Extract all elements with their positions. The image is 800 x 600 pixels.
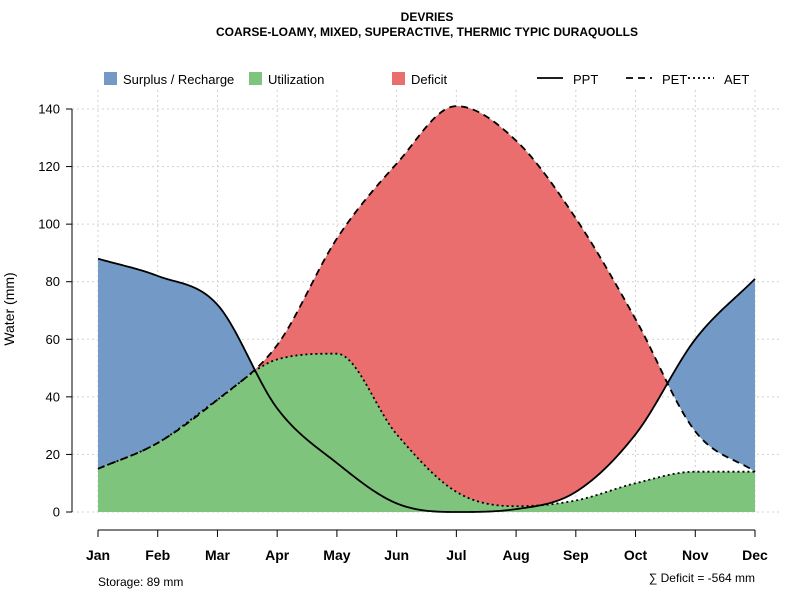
y-tick-label: 140	[38, 102, 60, 117]
x-tick-label: Oct	[624, 547, 648, 563]
legend-swatch	[392, 72, 405, 85]
legend-label: Deficit	[411, 72, 448, 87]
legend: Surplus / Recharge Utilization Deficit PPT P…	[104, 72, 749, 87]
y-tick-label: 120	[38, 159, 60, 174]
storage-note: Storage: 89 mm	[98, 575, 183, 589]
x-tick-label: Jun	[384, 547, 409, 563]
deficit-note: ∑ Deficit = -564 mm	[649, 571, 755, 585]
deficit-area	[98, 106, 755, 513]
y-tick-label: 40	[46, 389, 60, 404]
legend-swatch	[104, 72, 117, 85]
chart-subtitle: COARSE-LOAMY, MIXED, SUPERACTIVE, THERMI…	[216, 25, 638, 39]
x-tick-label: Jul	[446, 547, 466, 563]
x-tick-label: Dec	[742, 547, 768, 563]
surplus-area	[98, 258, 755, 512]
legend-label: PPT	[573, 72, 598, 87]
x-tick-label: Apr	[265, 547, 290, 563]
chart-title: DEVRIES	[401, 10, 454, 24]
utilization-area	[98, 353, 755, 512]
axes: 0 20 40 60 80 100 120 140 Jan Feb Mar Apr May Jun Jul A…	[38, 102, 768, 564]
series-lines	[97, 105, 756, 513]
x-tick-label: Jan	[86, 547, 110, 563]
y-tick-label: 20	[46, 447, 60, 462]
area-fills	[98, 106, 755, 513]
y-tick-label: 80	[46, 274, 60, 289]
x-tick-label: Feb	[145, 547, 170, 563]
legend-label: PET	[662, 72, 687, 87]
x-tick-label: May	[323, 547, 350, 563]
y-tick-label: 100	[38, 217, 60, 232]
y-tick-label: 60	[46, 332, 60, 347]
series-line-aet	[97, 352, 755, 508]
legend-swatch	[249, 72, 262, 85]
legend-label: AET	[724, 72, 749, 87]
x-tick-label: Sep	[563, 547, 589, 563]
series-line-ppt	[97, 257, 756, 513]
x-tick-label: Nov	[682, 547, 709, 563]
y-axis-label: Water (mm)	[1, 272, 17, 345]
legend-label: Surplus / Recharge	[123, 72, 234, 87]
x-tick-label: Mar	[205, 547, 230, 563]
utilization-base-area	[98, 370, 755, 512]
y-tick-label: 0	[53, 505, 60, 520]
legend-label: Utilization	[268, 72, 324, 87]
x-tick-label: Aug	[502, 547, 529, 563]
